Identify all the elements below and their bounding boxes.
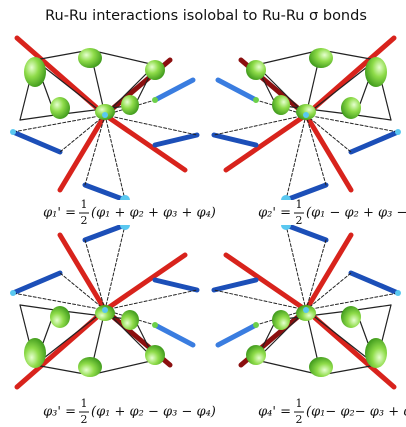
title: Ru-Ru interactions isolobal to Ru-Ru σ b… bbox=[45, 8, 367, 24]
figure: Ru-Ru interactions isolobal to Ru-Ru σ b… bbox=[0, 0, 406, 427]
denominator: 2 bbox=[296, 214, 303, 227]
numerator: 1 bbox=[296, 397, 303, 410]
formula-rhs: (φ₁ + φ₂ − φ₃ − φ₄) bbox=[91, 405, 216, 420]
cluster-image bbox=[10, 220, 197, 387]
formula-rhs: (φ₁− φ₂− φ₃ + φ₄) bbox=[306, 405, 406, 420]
denominator: 2 bbox=[296, 413, 303, 426]
formula: φ₂' = 1 2 (φ₁ − φ₂ + φ₃ − φ₄) bbox=[258, 198, 406, 227]
formula-lhs: φ₃' = bbox=[43, 405, 76, 420]
numerator: 1 bbox=[81, 397, 88, 410]
formula: φ₄' = 1 2 (φ₁− φ₂− φ₃ + φ₄) bbox=[258, 397, 406, 426]
formula: φ₁' = 1 2 (φ₁ + φ₂ + φ₃ + φ₄) bbox=[43, 198, 216, 227]
denominator: 2 bbox=[81, 413, 88, 426]
formula-lhs: φ₂' = bbox=[258, 206, 291, 221]
cluster-image bbox=[214, 220, 401, 387]
cluster-image bbox=[214, 38, 401, 205]
formula: φ₃' = 1 2 (φ₁ + φ₂ − φ₃ − φ₄) bbox=[43, 397, 216, 426]
cluster-image bbox=[10, 38, 197, 205]
formula-lhs: φ₄' = bbox=[258, 405, 291, 420]
formula-rhs: (φ₁ + φ₂ + φ₃ + φ₄) bbox=[91, 206, 216, 221]
numerator: 1 bbox=[81, 198, 88, 211]
formula-lhs: φ₁' = bbox=[43, 206, 76, 221]
formula-rhs: (φ₁ − φ₂ + φ₃ − φ₄) bbox=[306, 206, 406, 221]
denominator: 2 bbox=[81, 214, 88, 227]
numerator: 1 bbox=[296, 198, 303, 211]
